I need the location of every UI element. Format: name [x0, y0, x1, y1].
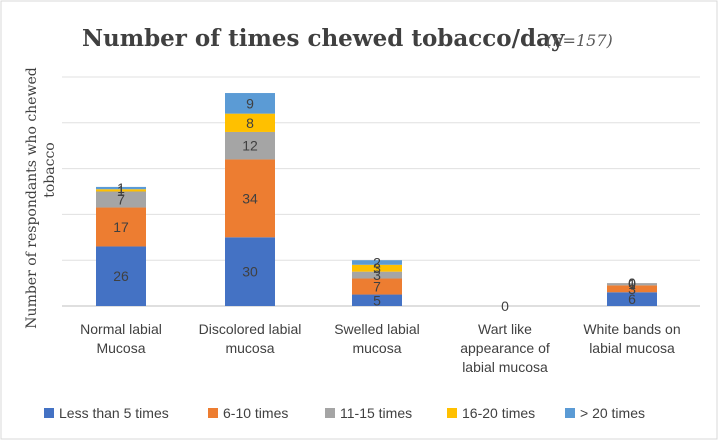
- bar-segment: [96, 246, 146, 306]
- chart-title: Number of times chewed tobacco/day: [82, 25, 565, 52]
- legend-label: 6-10 times: [223, 405, 288, 421]
- legend-swatch: [208, 408, 218, 418]
- legend-swatch: [565, 408, 575, 418]
- data-label: 26: [113, 268, 129, 284]
- data-label: 34: [242, 190, 258, 206]
- bars: [96, 93, 657, 306]
- data-label: 7: [117, 192, 125, 208]
- data-label: 0: [501, 298, 509, 314]
- bar-segment: [352, 264, 402, 272]
- category-label: White bands on labial mucosa: [583, 321, 680, 356]
- data-label: 30: [242, 264, 258, 280]
- gridlines: [62, 76, 700, 307]
- bar-segment: [352, 260, 402, 265]
- bar-segment: [225, 113, 275, 132]
- data-label: 2: [373, 254, 381, 270]
- category-label: Wart like appearance of labial mucosa: [460, 321, 550, 375]
- bar-segment: [225, 159, 275, 238]
- data-label: 3: [373, 260, 381, 276]
- data-label: 1: [117, 182, 125, 198]
- legend: Less than 5 times 6-10 times 11-15 times 16…: [44, 405, 645, 421]
- legend-swatch: [44, 408, 54, 418]
- legend-swatch: [447, 408, 457, 418]
- legend-swatch: [325, 408, 335, 418]
- bar-segment: [96, 191, 146, 208]
- data-label: 5: [373, 292, 381, 308]
- bar-segment: [607, 283, 657, 286]
- y-axis-title: Number of respondants who chewed tobacco: [24, 67, 58, 328]
- data-label: 8: [246, 115, 254, 131]
- bar-segment: [352, 271, 402, 279]
- bar-segment: [607, 292, 657, 306]
- bar-segment: [96, 186, 146, 190]
- legend-label: 11-15 times: [340, 405, 412, 421]
- data-label: 3: [628, 281, 636, 297]
- y-axis-title-group: Number of respondants who chewed tobacco: [24, 67, 58, 328]
- bar-segment: [96, 207, 146, 247]
- category-label: Swelled labial mucosa: [334, 321, 420, 356]
- bar-segment: [225, 131, 275, 160]
- bar-segment: [352, 278, 402, 295]
- category-label: Normal labial Mucosa: [80, 321, 162, 356]
- data-label: 9: [246, 95, 254, 111]
- chart-subtitle: (n=157): [546, 31, 613, 50]
- data-label: 1: [117, 180, 125, 196]
- legend-label: > 20 times: [580, 405, 645, 421]
- data-label: 1: [628, 276, 636, 292]
- bar-segment: [352, 294, 402, 306]
- legend-label: 16-20 times: [462, 405, 535, 421]
- data-label: 0: [628, 275, 636, 291]
- legend-label: Less than 5 times: [59, 405, 169, 421]
- bar-segment: [225, 237, 275, 306]
- data-label: 12: [242, 138, 258, 154]
- data-label: 6: [628, 291, 636, 307]
- data-label: 0: [628, 275, 636, 291]
- data-label: 7: [373, 279, 381, 295]
- data-label: 3: [373, 267, 381, 283]
- category-labels: Normal labial Mucosa Discolored labial muco…: [80, 321, 681, 375]
- bar-segment: [225, 93, 275, 114]
- category-label: Discolored labial mucosa: [199, 321, 302, 356]
- bar-segment: [607, 285, 657, 293]
- data-label: 17: [113, 219, 129, 235]
- bar-segment: [96, 189, 146, 192]
